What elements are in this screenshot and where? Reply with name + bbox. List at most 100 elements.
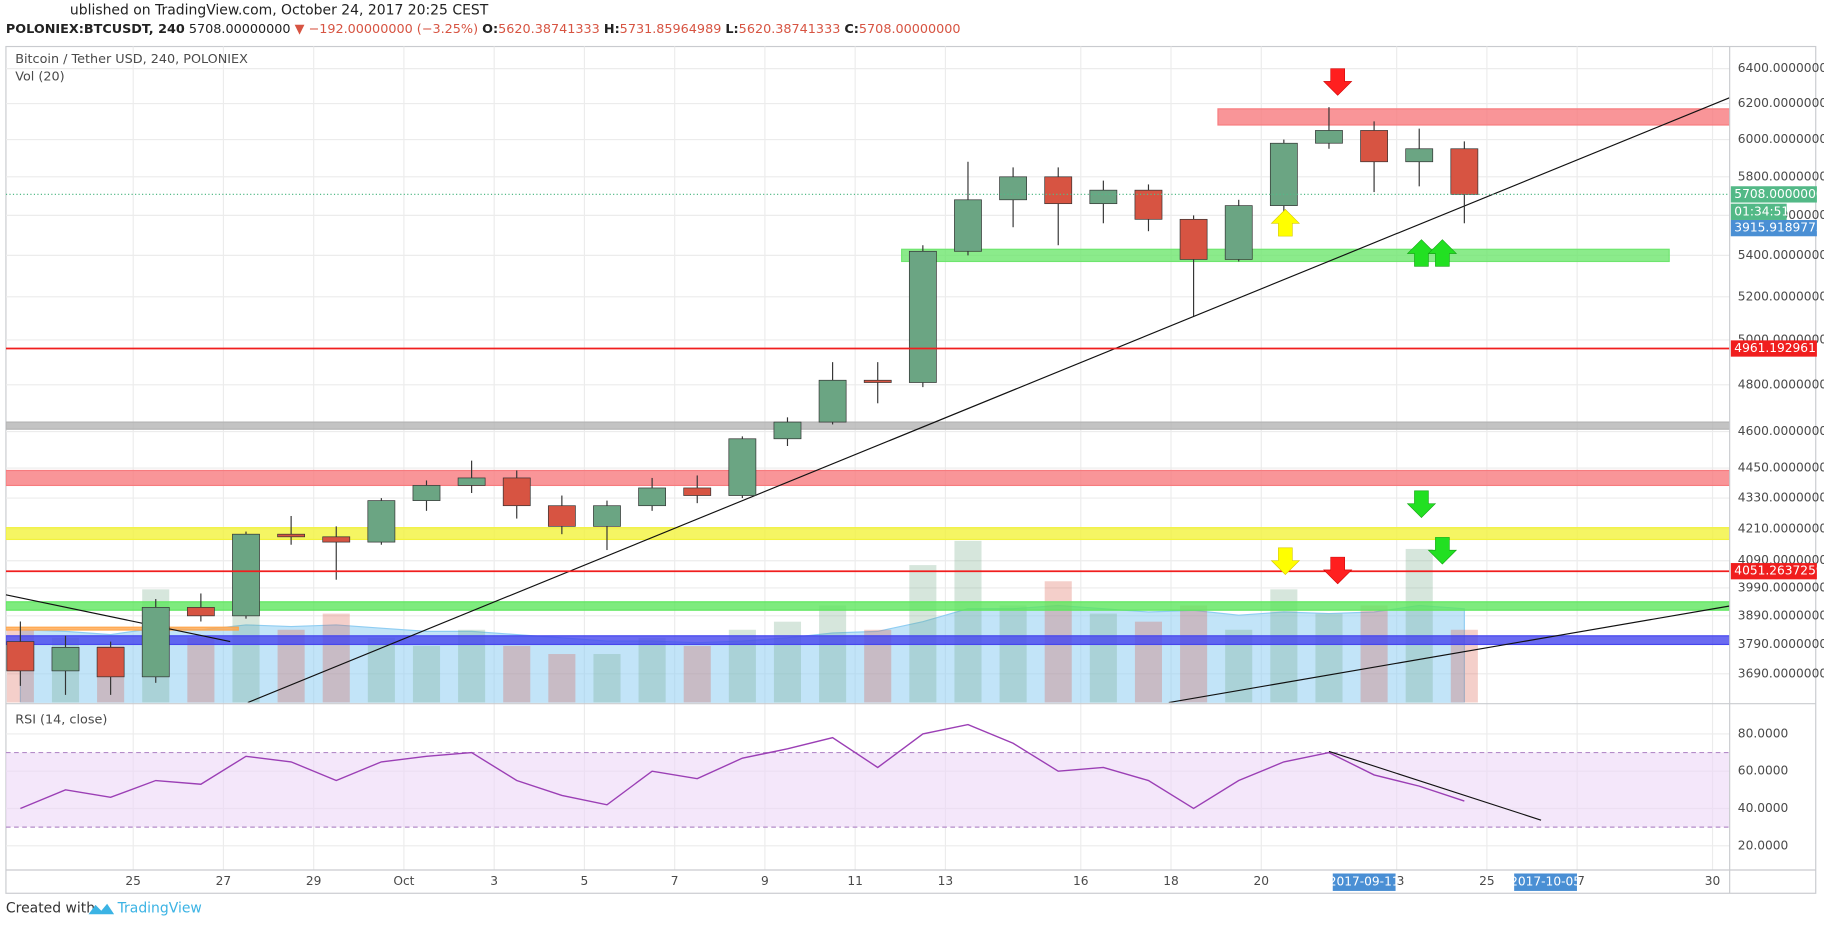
volume-bar [1360, 605, 1388, 703]
candle-body [322, 536, 351, 543]
trend-line [5, 594, 231, 643]
rsi-band [5, 752, 1730, 828]
y-tick-label: 40.0000 [1738, 801, 1788, 815]
rsi-pane [5, 723, 1730, 847]
y-tick-label: 6000.00000000 [1738, 132, 1824, 146]
candle-body [412, 485, 441, 501]
y-tick-label: 4800.00000000 [1738, 377, 1824, 391]
candle-body [683, 487, 712, 496]
zone [5, 601, 1730, 611]
x-tick-label: 7 [671, 874, 679, 888]
candle-body [1224, 205, 1253, 260]
y-tick-label: 6200.00000000 [1738, 96, 1824, 110]
candle-body [1179, 218, 1208, 260]
candle-body [1089, 189, 1118, 205]
x-tick-label: 27 [216, 874, 232, 888]
volume-bar [909, 565, 937, 703]
candle-body [908, 250, 937, 383]
trend-line [1168, 605, 1730, 703]
y-tick-label: 60.0000 [1738, 764, 1788, 778]
change: ▼ −192.00000000 (−3.25%) [295, 22, 478, 37]
volume-bar [638, 637, 666, 703]
last-price-label: 5708.00000000 [1734, 187, 1824, 201]
x-tick-label: 30 [1705, 874, 1721, 888]
ohlc-label: O: [482, 22, 498, 37]
time-marker-box [1514, 873, 1577, 891]
candle-body [638, 487, 666, 507]
overlay: 6400.00000000 6200.00000000 6000.00000000 5… [125, 61, 1824, 891]
x-tick-label: 9 [761, 874, 769, 888]
ohlc-value: 5731.85964989 [620, 22, 722, 37]
time-marker-box [1332, 873, 1396, 891]
candle-body [999, 176, 1027, 201]
brand-name: TradingView [117, 900, 202, 916]
price-label-box [1730, 563, 1817, 580]
candle-body [457, 477, 486, 486]
volume-bar [322, 613, 350, 703]
ohlc-value: 5708.00000000 [859, 22, 961, 37]
x-tick-label: 11 [847, 874, 863, 888]
candle-body [1450, 148, 1479, 195]
candle-body [6, 641, 35, 672]
countdown-label: 01:34:51 [1734, 204, 1789, 218]
y-tick-label: 4330.00000000 [1738, 491, 1824, 505]
zone [5, 527, 1730, 541]
countdown-box [1730, 203, 1787, 220]
y-tick-label: 4210.00000000 [1738, 521, 1824, 535]
symbol-line: POLONIEX:BTCUSDT, 240 5708.00000000 ▼ −1… [6, 22, 961, 37]
footer-text: Created with [6, 900, 95, 916]
volume-label: 3915.91897750 [1734, 221, 1824, 235]
symbol: POLONIEX:BTCUSDT, 240 [6, 22, 185, 37]
y-tick-label: 5800.00000000 [1738, 169, 1824, 183]
last-price-box [1730, 186, 1817, 203]
x-tick-label: 25 [1479, 874, 1495, 888]
candle-body [593, 505, 621, 527]
volume-bar [1089, 613, 1117, 703]
price-pane [5, 68, 1730, 703]
zone [5, 421, 1730, 430]
x-tick-label: 5 [581, 874, 589, 888]
candle-body [1360, 130, 1388, 163]
trend-line [1328, 750, 1542, 821]
candle-body [863, 379, 892, 383]
zone [901, 248, 1670, 263]
candle-body [1044, 176, 1073, 205]
volume-bar [548, 654, 576, 703]
volume-bar [593, 654, 621, 703]
y-tick-label: 3890.00000000 [1738, 608, 1824, 622]
candle-body [1134, 189, 1163, 220]
y-tick-label: 5200.00000000 [1738, 289, 1824, 303]
x-tick-label: 3 [490, 874, 498, 888]
candle-body [96, 647, 125, 678]
ohlc-label: H: [604, 22, 620, 37]
x-tick-label: 20 [1254, 874, 1270, 888]
y-tick-label: 5400.00000000 [1738, 248, 1824, 262]
volume-bar [1315, 613, 1343, 703]
volume-bar [1405, 548, 1433, 703]
x-tick-label: 16 [1073, 874, 1089, 888]
y-tick-label: 4450.00000000 [1738, 461, 1824, 475]
y-tick-label: 3790.00000000 [1738, 637, 1824, 651]
y-tick-label: 3990.00000000 [1738, 580, 1824, 594]
candle-body [818, 379, 847, 423]
x-tick-label: 13 [938, 874, 954, 888]
x-tick-label: 29 [306, 874, 322, 888]
zone [5, 626, 239, 631]
time-marker-label: 2017-10-05 [1510, 875, 1581, 889]
volume-label-box [1730, 219, 1817, 237]
candle-body [277, 533, 306, 538]
candle-body [1269, 142, 1298, 206]
ohlc-label: C: [844, 22, 859, 37]
price-label: 4051.26372591 [1734, 564, 1824, 578]
y-tick-label: 3690.00000000 [1738, 666, 1824, 680]
ohlc-value: 5620.38741333 [739, 22, 841, 37]
y-tick-label: 6400.00000000 [1738, 61, 1824, 75]
volume-bar [1134, 621, 1163, 703]
candle-body [954, 199, 982, 252]
y-tick-label: 4600.00000000 [1738, 424, 1824, 438]
volume-bar [1180, 605, 1208, 703]
candle-body [547, 505, 576, 527]
x-tick-label: 25 [125, 874, 141, 888]
